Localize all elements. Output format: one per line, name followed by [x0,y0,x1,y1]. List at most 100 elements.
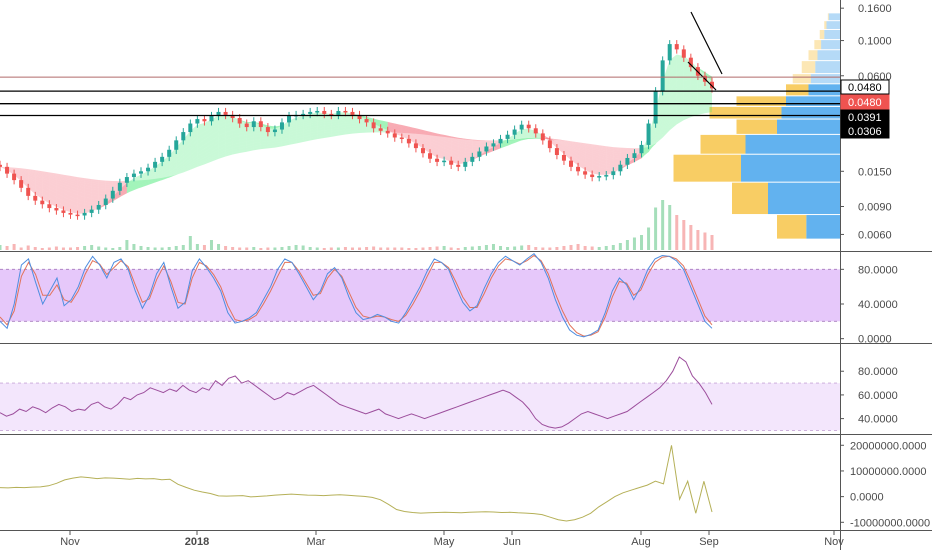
ema-ribbon-band [289,138,297,143]
ema-ribbon-band [613,148,621,151]
volume-bar [661,200,665,250]
ema-ribbon-band [514,139,522,142]
candle-body [272,129,277,133]
candle-body [646,123,651,145]
ema-ribbon-band [324,129,332,133]
volume-bar [47,247,51,250]
ema-ribbon-band [655,129,663,144]
volume-bar [146,247,150,250]
ema-ribbon-band [422,129,431,132]
ema-ribbon-band [84,193,92,199]
ema-ribbon-band [197,123,205,131]
ema-ribbon-band [514,140,522,143]
ema-ribbon-band [669,119,677,129]
ema-ribbon-band [70,183,78,189]
ema-ribbon-band [366,127,374,131]
ema-ribbon-band [486,150,494,154]
volume-profile-bar [781,106,840,119]
candle-body [110,190,115,199]
ema-ribbon-band [183,161,191,169]
ema-ribbon-band [465,152,473,156]
volume-profile-bar [673,154,741,182]
candle-body [632,153,637,158]
obv-pane[interactable] [0,445,713,522]
ema-ribbon-band [70,176,78,180]
ema-ribbon-band [14,170,22,176]
ema-ribbon-band [521,137,529,141]
ema-ribbon-band [451,137,459,139]
ema-ribbon-band [119,193,127,198]
volume-profile-bar [792,74,811,84]
ema-ribbon-band [422,130,431,134]
ema-ribbon-band [232,139,240,145]
ema-ribbon-band [317,125,325,129]
candle-body [406,138,411,144]
ema-ribbon-band [148,170,156,179]
ema-ribbon-band [620,148,628,150]
ema-ribbon-band [655,104,663,134]
candle-body [399,137,404,139]
trend-line[interactable] [690,11,723,75]
price-pane[interactable] [0,11,840,250]
ema-ribbon-band [289,141,297,145]
ema-ribbon-band [606,168,614,173]
volume-bar [393,247,397,250]
ema-ribbon-band [112,181,120,183]
ema-ribbon-band [303,123,311,127]
ema-ribbon-band [514,129,522,138]
ema-ribbon-band [408,126,416,131]
candle-body [413,143,418,149]
volume-profile-bar [736,119,777,134]
ema-ribbon-band [662,73,670,105]
ema-ribbon-band [500,144,508,148]
ema-ribbon-band [296,131,304,137]
ema-ribbon-band [183,130,191,146]
ema-ribbon-band [28,173,36,178]
trend-line[interactable] [687,61,717,91]
ema-ribbon-band [401,126,409,129]
ema-ribbon-band [387,121,395,125]
volume-bar [654,207,658,250]
ema-ribbon-band [204,119,212,128]
ema-ribbon-band [669,64,677,84]
ema-ribbon-band [56,183,64,190]
ema-ribbon-band [331,128,339,132]
rsi-pane[interactable] [0,356,840,431]
ema-ribbon-band [21,169,29,173]
ema-ribbon-band [704,106,712,111]
ema-ribbon-band [430,138,438,145]
ema-ribbon-band [613,147,621,149]
ema-ribbon-band [430,135,438,143]
volume-bar [76,247,80,250]
time-axis[interactable]: Nov 2018 Mar May Jun Aug Sep Nov [0,531,932,550]
ema-ribbon-band [613,156,621,160]
ema-ribbon-band [408,127,416,133]
ema-ribbon-band [70,208,78,214]
ema-ribbon-band [676,94,684,106]
ema-ribbon-band [162,177,170,181]
ema-ribbon-band [260,138,268,143]
stochastic-pane[interactable] [0,253,840,338]
ema-ribbon-band [91,192,99,197]
volume-bar [400,247,404,250]
ema-ribbon-band [683,108,691,115]
ema-ribbon-band [507,133,515,143]
ema-ribbon-band [500,145,508,149]
ema-ribbon-band [690,83,698,91]
ema-ribbon-band [246,130,254,136]
candle-body [625,157,630,165]
ema-ribbon-band [126,186,134,190]
ema-ribbon-band [571,142,579,146]
volume-bar [217,244,221,250]
candle-body [688,57,693,68]
ema-ribbon-band [507,141,515,146]
ema-ribbon-band [697,83,705,89]
ema-ribbon-band [655,126,663,144]
ema-ribbon-band [63,174,71,177]
ema-ribbon-band [126,189,134,193]
ema-ribbon-band [444,137,452,142]
ema-ribbon-band [225,130,233,137]
ema-ribbon-band [190,159,198,166]
candle-body [47,204,52,209]
